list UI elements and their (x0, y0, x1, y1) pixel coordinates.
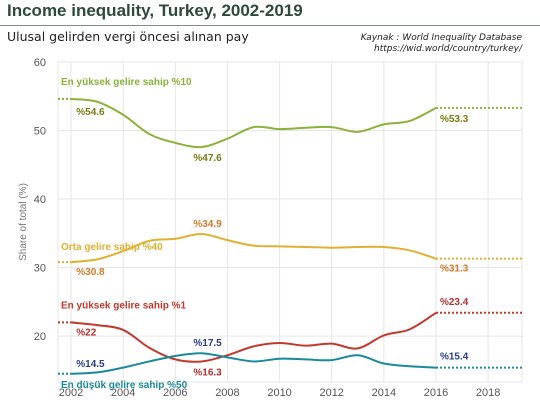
chart-subtitle: Ulusal gelirden vergi öncesi alınan pay (7, 29, 249, 44)
x-tick-label: 2016 (424, 387, 448, 399)
series-name-label: En yüksek gelire sahip %1 (61, 300, 186, 311)
series-line (70, 352, 437, 375)
max-value-label: %34.9 (193, 219, 222, 230)
y-tick-label: 50 (34, 126, 46, 138)
y-tick-label: 20 (34, 331, 46, 343)
source-line-2: https://wid.world/country/turkey/ (374, 44, 522, 54)
x-tick-label: 2008 (215, 387, 239, 399)
series-name-label: Orta gelire sahip %40 (61, 242, 163, 253)
series-line (70, 98, 437, 149)
x-tick-label: 2004 (111, 387, 135, 399)
end-value-label: %23.4 (440, 297, 469, 308)
start-value-label: %54.6 (76, 107, 105, 118)
chart-title: Income inequality, Turkey, 2002-2019 (7, 1, 303, 20)
end-value-label: %15.4 (440, 352, 469, 363)
end-value-label: %53.3 (440, 114, 469, 125)
start-value-label: %30.8 (76, 267, 105, 278)
source-line-1: Kaynak : World Inequality Database (360, 33, 522, 43)
x-tick-label: 2002 (59, 387, 83, 399)
y-tick-label: 30 (34, 263, 46, 275)
series-name-label: En düşük gelire sahip %50 (61, 380, 188, 391)
start-value-label: %14.5 (76, 359, 105, 370)
y-tick-label: 40 (34, 194, 46, 206)
max-value-label: %17.5 (193, 338, 222, 349)
start-value-label: %22 (76, 327, 96, 338)
y-tick-label: 60 (34, 57, 46, 69)
source-note: Kaynak : World Inequality Database https… (361, 33, 522, 55)
min-value-label: %47.6 (193, 153, 222, 164)
end-value-label: %31.3 (440, 264, 469, 275)
series-line (70, 232, 437, 264)
x-tick-label: 2012 (319, 387, 343, 399)
series-line (70, 311, 437, 363)
x-tick-label: 2014 (372, 387, 396, 399)
plot-frame (57, 61, 523, 383)
title-divider (0, 25, 540, 26)
min-value-label: %16.3 (193, 367, 222, 378)
x-tick-label: 2006 (163, 387, 187, 399)
y-axis-label: Share of total (%) (18, 183, 29, 261)
x-tick-label: 2018 (476, 387, 500, 399)
x-tick-label: 2010 (267, 387, 291, 399)
series-name-label: En yüksek gelire sahip %10 (61, 77, 192, 88)
